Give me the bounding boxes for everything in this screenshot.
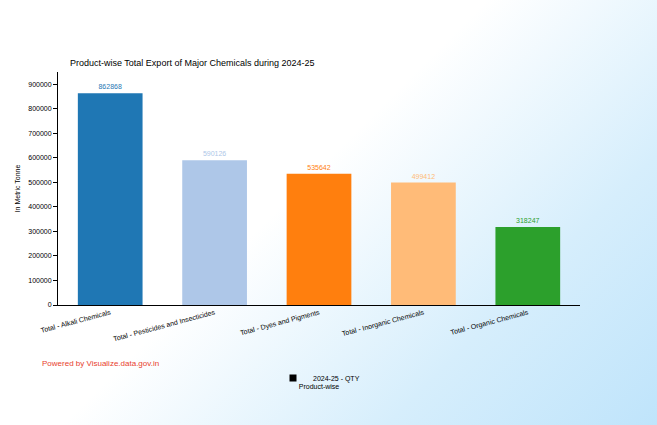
svg-text:Total - Organic Chemicals: Total - Organic Chemicals bbox=[450, 308, 530, 337]
svg-text:400000: 400000 bbox=[28, 203, 51, 210]
svg-text:300000: 300000 bbox=[28, 228, 51, 235]
svg-text:500000: 500000 bbox=[28, 179, 51, 186]
svg-text:0: 0 bbox=[48, 301, 52, 308]
svg-text:Total - Dyes and Pigments: Total - Dyes and Pigments bbox=[239, 308, 320, 337]
svg-text:700000: 700000 bbox=[28, 130, 51, 137]
svg-text:535642: 535642 bbox=[307, 164, 330, 171]
svg-text:318247: 318247 bbox=[516, 217, 539, 224]
svg-text:100000: 100000 bbox=[28, 277, 51, 284]
svg-text:Total - Alkali Chemicals: Total - Alkali Chemicals bbox=[40, 308, 112, 334]
svg-text:Product-wise: Product-wise bbox=[299, 383, 340, 390]
svg-text:499412: 499412 bbox=[412, 173, 435, 180]
svg-text:862868: 862868 bbox=[98, 83, 121, 90]
svg-text:Total - Pesticides and Insecti: Total - Pesticides and Insecticides bbox=[112, 308, 216, 342]
svg-text:Powered by Visualize.data.gov.: Powered by Visualize.data.gov.in bbox=[42, 359, 159, 368]
svg-text:Total - Inorganic Chemicals: Total - Inorganic Chemicals bbox=[341, 308, 425, 338]
svg-text:Product-wise Total Export of M: Product-wise Total Export of Major Chemi… bbox=[70, 58, 314, 68]
svg-text:200000: 200000 bbox=[28, 252, 51, 259]
svg-text:2024-25 - QTY: 2024-25 - QTY bbox=[313, 375, 360, 383]
svg-text:600000: 600000 bbox=[28, 154, 51, 161]
svg-text:In Metric Tonne: In Metric Tonne bbox=[14, 165, 21, 213]
svg-text:590126: 590126 bbox=[203, 150, 226, 157]
svg-text:900000: 900000 bbox=[28, 81, 51, 88]
svg-text:800000: 800000 bbox=[28, 105, 51, 112]
